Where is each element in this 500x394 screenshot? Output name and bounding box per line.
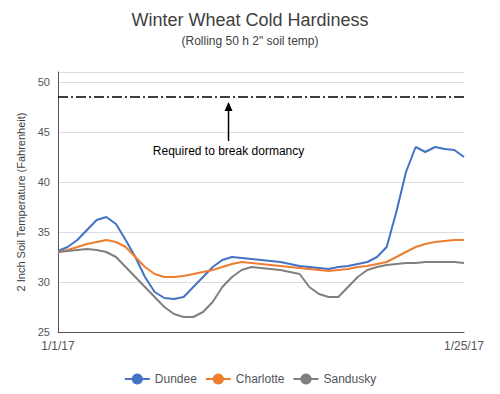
svg-text:(Rolling 50 h 2" soil temp): (Rolling 50 h 2" soil temp) — [182, 34, 319, 48]
svg-text:Dundee: Dundee — [155, 372, 197, 386]
svg-text:30: 30 — [38, 276, 50, 288]
svg-text:50: 50 — [38, 76, 50, 88]
svg-text:1/25/17: 1/25/17 — [444, 339, 484, 353]
svg-text:Sandusky: Sandusky — [324, 372, 377, 386]
svg-text:Winter Wheat Cold Hardiness: Winter Wheat Cold Hardiness — [131, 10, 368, 30]
svg-text:Required to break dormancy: Required to break dormancy — [153, 144, 304, 158]
svg-text:Charlotte: Charlotte — [236, 372, 285, 386]
svg-text:2 Inch Soil Temperature (Fahre: 2 Inch Soil Temperature (Fahrenheit) — [15, 113, 27, 292]
svg-text:35: 35 — [38, 226, 50, 238]
svg-text:45: 45 — [38, 126, 50, 138]
svg-text:25: 25 — [38, 326, 50, 338]
svg-text:40: 40 — [38, 176, 50, 188]
svg-text:1/1/17: 1/1/17 — [41, 339, 75, 353]
